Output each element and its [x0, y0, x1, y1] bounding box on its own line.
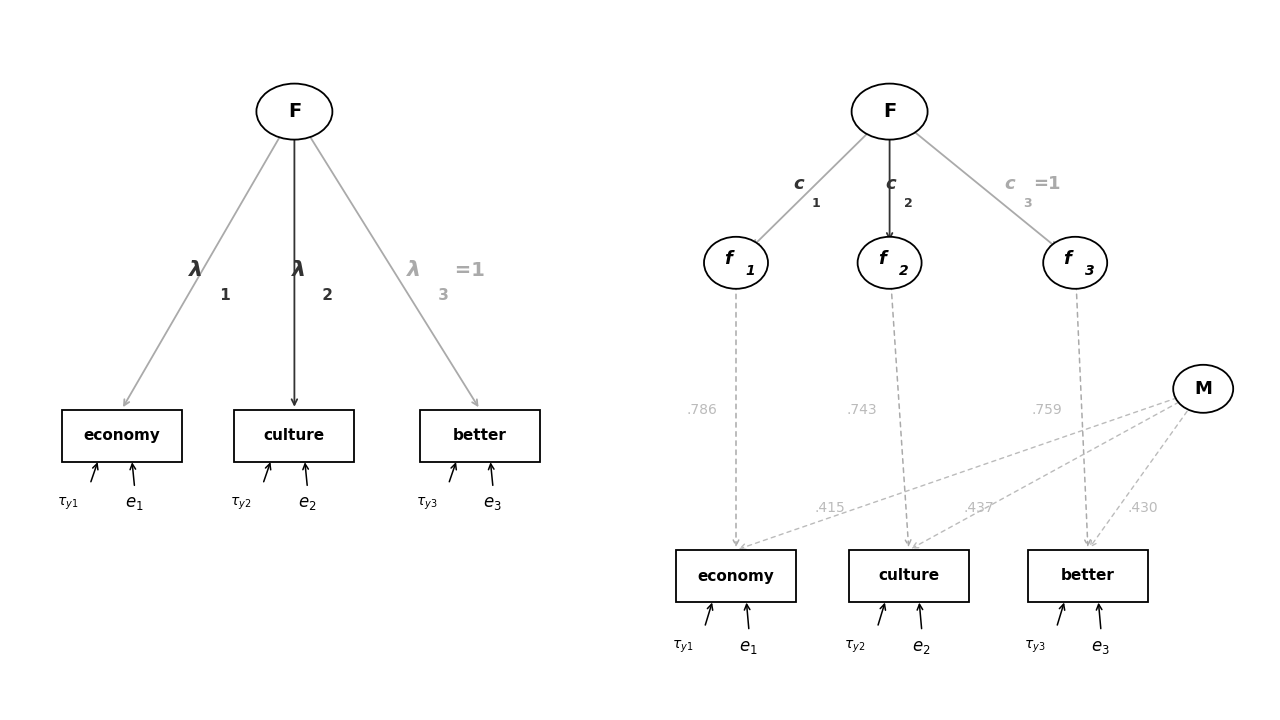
- Text: $\tau_{y2}$: $\tau_{y2}$: [230, 495, 251, 511]
- Ellipse shape: [851, 84, 928, 140]
- Text: 1: 1: [812, 197, 820, 210]
- Text: λ: λ: [189, 260, 204, 280]
- Ellipse shape: [1043, 237, 1107, 289]
- Text: c: c: [886, 175, 896, 192]
- Text: $\tau_{y2}$: $\tau_{y2}$: [845, 639, 865, 654]
- Text: .759: .759: [1032, 403, 1062, 418]
- Text: culture: culture: [264, 428, 325, 443]
- Text: M: M: [1194, 380, 1212, 397]
- Text: 3: 3: [1084, 264, 1094, 278]
- Text: $\tau_{y1}$: $\tau_{y1}$: [58, 495, 78, 511]
- Text: 2: 2: [317, 288, 333, 302]
- Ellipse shape: [858, 237, 922, 289]
- Text: $e_{2}$: $e_{2}$: [913, 638, 931, 656]
- Text: .786: .786: [686, 403, 717, 418]
- Text: c: c: [1005, 175, 1015, 192]
- Text: F: F: [288, 102, 301, 121]
- Text: 3: 3: [433, 288, 448, 302]
- Text: λ: λ: [292, 260, 306, 280]
- Text: economy: economy: [698, 569, 774, 583]
- FancyBboxPatch shape: [1028, 550, 1148, 602]
- Text: 2: 2: [904, 197, 913, 210]
- Text: $\tau_{y3}$: $\tau_{y3}$: [1024, 639, 1044, 654]
- Ellipse shape: [256, 84, 333, 140]
- Text: economy: economy: [83, 428, 160, 443]
- Text: 1: 1: [215, 288, 230, 302]
- Text: $\tau_{y1}$: $\tau_{y1}$: [672, 639, 692, 654]
- Ellipse shape: [704, 237, 768, 289]
- Text: f: f: [878, 250, 886, 268]
- Text: .437: .437: [964, 500, 995, 515]
- Text: 2: 2: [899, 264, 909, 278]
- Text: better: better: [1061, 569, 1115, 583]
- Text: culture: culture: [878, 569, 940, 583]
- Text: $\tau_{y3}$: $\tau_{y3}$: [416, 495, 436, 511]
- Text: f: f: [724, 250, 732, 268]
- Text: $e_{1}$: $e_{1}$: [125, 495, 143, 513]
- Text: =1: =1: [1033, 175, 1060, 192]
- Text: λ: λ: [407, 260, 421, 280]
- Text: F: F: [883, 102, 896, 121]
- Text: =1: =1: [448, 261, 485, 279]
- Text: c: c: [794, 175, 804, 192]
- Text: $e_{1}$: $e_{1}$: [740, 638, 758, 656]
- Text: .430: .430: [1128, 500, 1158, 515]
- Text: .743: .743: [846, 403, 877, 418]
- Text: $e_{2}$: $e_{2}$: [298, 495, 316, 513]
- Ellipse shape: [1174, 365, 1233, 413]
- FancyBboxPatch shape: [420, 410, 540, 462]
- FancyBboxPatch shape: [676, 550, 796, 602]
- Text: $e_{3}$: $e_{3}$: [484, 495, 502, 513]
- Text: f: f: [1064, 250, 1071, 268]
- Text: 1: 1: [745, 264, 755, 278]
- Text: 3: 3: [1023, 197, 1032, 210]
- Text: better: better: [453, 428, 507, 443]
- FancyBboxPatch shape: [849, 550, 969, 602]
- FancyBboxPatch shape: [234, 410, 355, 462]
- Text: .415: .415: [814, 500, 845, 515]
- Text: $e_{3}$: $e_{3}$: [1092, 638, 1110, 656]
- FancyBboxPatch shape: [61, 410, 182, 462]
